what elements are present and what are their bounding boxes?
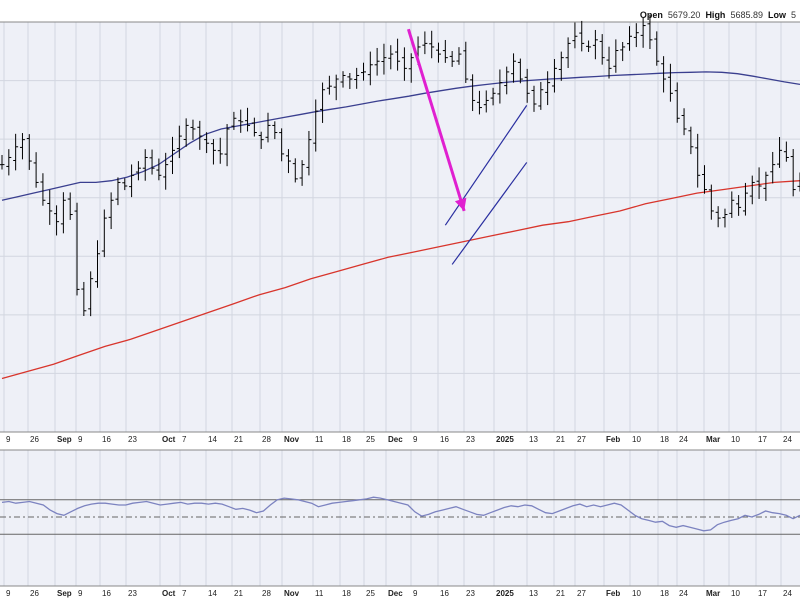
date-label-bottom-13: 18 bbox=[342, 589, 351, 598]
date-label-top-28: 10 bbox=[731, 435, 740, 444]
date-label-bottom-25: 18 bbox=[660, 589, 669, 598]
date-label-bottom-18: 23 bbox=[466, 589, 475, 598]
open-label: Open bbox=[640, 10, 663, 20]
date-label-bottom-2: Sep bbox=[57, 589, 72, 598]
high-value: 5685.89 bbox=[730, 10, 763, 20]
date-label-bottom-4: 16 bbox=[102, 589, 111, 598]
date-label-bottom-28: 10 bbox=[731, 589, 740, 598]
date-label-top-15: Dec bbox=[388, 435, 403, 444]
date-label-top-13: 18 bbox=[342, 435, 351, 444]
date-label-bottom-27: Mar bbox=[706, 589, 720, 598]
date-label-top-30: 24 bbox=[783, 435, 792, 444]
date-label-bottom-20: 13 bbox=[529, 589, 538, 598]
date-label-top-7: 7 bbox=[182, 435, 187, 444]
date-label-top-10: 28 bbox=[262, 435, 271, 444]
date-label-top-6: Oct bbox=[162, 435, 176, 444]
date-label-top-21: 21 bbox=[556, 435, 565, 444]
date-label-bottom-17: 16 bbox=[440, 589, 449, 598]
date-label-bottom-19: 2025 bbox=[496, 589, 514, 598]
date-label-bottom-14: 25 bbox=[366, 589, 375, 598]
date-label-top-25: 18 bbox=[660, 435, 669, 444]
date-label-top-4: 16 bbox=[102, 435, 111, 444]
date-label-bottom-22: 27 bbox=[577, 589, 586, 598]
date-label-bottom-29: 17 bbox=[758, 589, 767, 598]
date-label-bottom-6: Oct bbox=[162, 589, 176, 598]
date-label-top-19: 2025 bbox=[496, 435, 514, 444]
low-label: Low bbox=[768, 10, 786, 20]
date-label-bottom-24: 10 bbox=[632, 589, 641, 598]
date-label-bottom-26: 24 bbox=[679, 589, 688, 598]
date-label-bottom-15: Dec bbox=[388, 589, 403, 598]
date-label-top-20: 13 bbox=[529, 435, 538, 444]
date-label-top-22: 27 bbox=[577, 435, 586, 444]
date-label-bottom-16: 9 bbox=[413, 589, 418, 598]
date-label-top-27: Mar bbox=[706, 435, 720, 444]
date-label-bottom-7: 7 bbox=[182, 589, 187, 598]
date-label-top-26: 24 bbox=[679, 435, 688, 444]
high-label: High bbox=[705, 10, 725, 20]
date-label-top-5: 23 bbox=[128, 435, 137, 444]
date-label-top-11: Nov bbox=[284, 435, 300, 444]
date-label-top-8: 14 bbox=[208, 435, 217, 444]
date-label-top-0: 9 bbox=[6, 435, 11, 444]
date-label-top-24: 10 bbox=[632, 435, 641, 444]
date-label-top-14: 25 bbox=[366, 435, 375, 444]
date-label-bottom-30: 24 bbox=[783, 589, 792, 598]
date-label-bottom-10: 28 bbox=[262, 589, 271, 598]
date-label-bottom-3: 9 bbox=[78, 589, 83, 598]
date-label-top-16: 9 bbox=[413, 435, 418, 444]
low-value: 5 bbox=[791, 10, 796, 20]
date-label-top-9: 21 bbox=[234, 435, 243, 444]
date-label-bottom-5: 23 bbox=[128, 589, 137, 598]
date-label-top-23: Feb bbox=[606, 435, 620, 444]
date-label-bottom-8: 14 bbox=[208, 589, 217, 598]
date-label-top-2: Sep bbox=[57, 435, 72, 444]
date-label-bottom-9: 21 bbox=[234, 589, 243, 598]
date-label-top-17: 16 bbox=[440, 435, 449, 444]
open-value: 5679.20 bbox=[668, 10, 701, 20]
date-label-bottom-23: Feb bbox=[606, 589, 620, 598]
date-label-top-1: 26 bbox=[30, 435, 39, 444]
date-label-top-3: 9 bbox=[78, 435, 83, 444]
ohlc-readout: Open 5679.20 High 5685.89 Low 5 bbox=[640, 10, 796, 20]
price-panel-bg bbox=[0, 22, 800, 432]
rsi-panel-bg bbox=[0, 450, 800, 586]
date-label-top-12: 11 bbox=[315, 435, 324, 444]
date-label-top-29: 17 bbox=[758, 435, 767, 444]
date-label-bottom-1: 26 bbox=[30, 589, 39, 598]
date-label-bottom-11: Nov bbox=[284, 589, 300, 598]
date-label-bottom-12: 11 bbox=[315, 589, 324, 598]
date-label-bottom-21: 21 bbox=[556, 589, 565, 598]
date-label-bottom-0: 9 bbox=[6, 589, 11, 598]
date-label-top-18: 23 bbox=[466, 435, 475, 444]
